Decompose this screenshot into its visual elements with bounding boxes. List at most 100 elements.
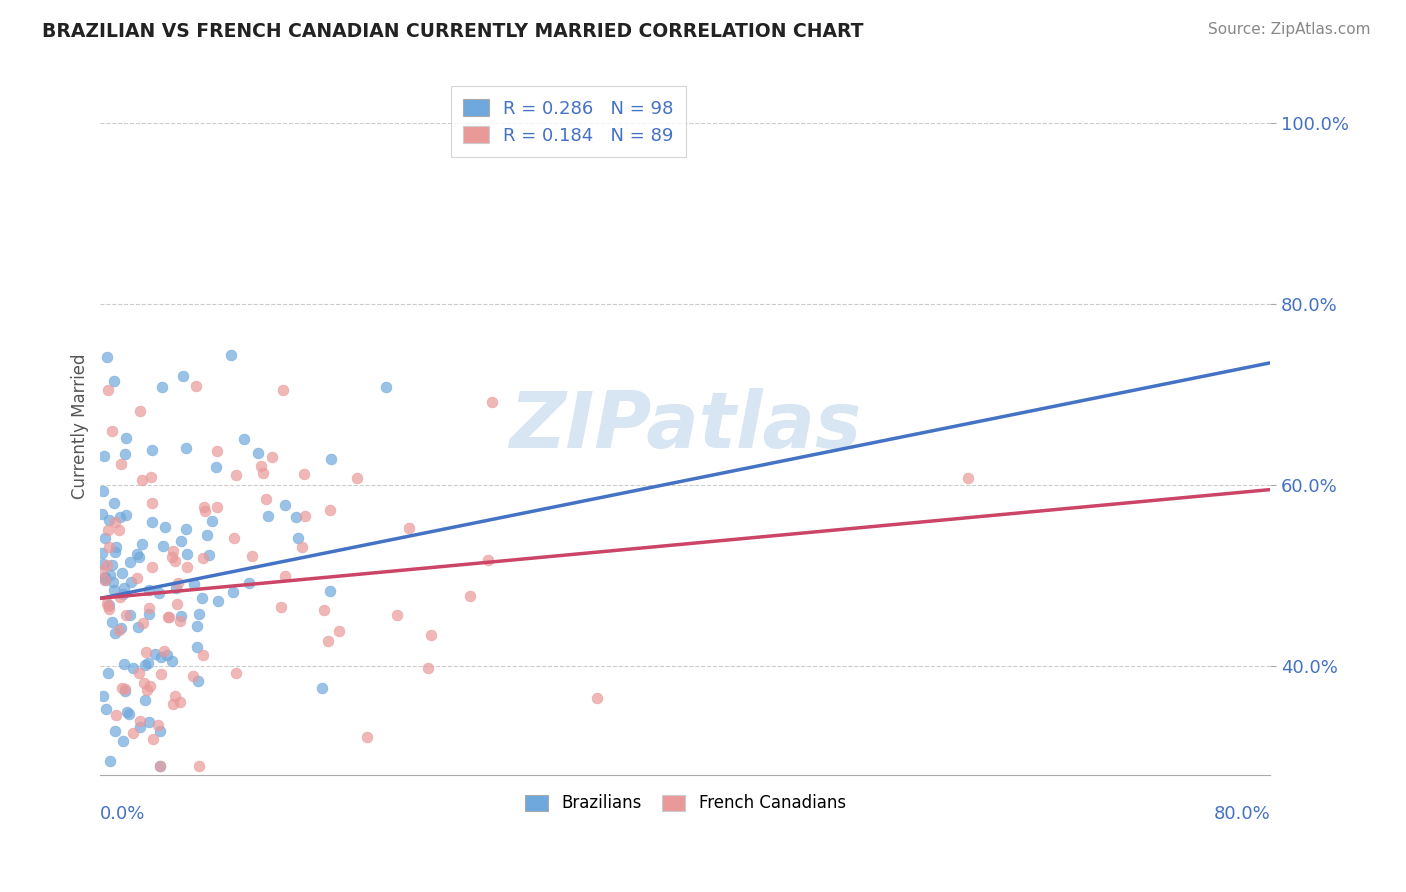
Point [957, 471, 980, 485]
Point [149, 649, 172, 664]
Point [398, 521, 420, 535]
Point [97, 598, 120, 612]
Point [141, 496, 163, 510]
Point [458, 589, 481, 603]
Point [273, 384, 295, 398]
Point [205, 500, 228, 515]
Point [186, 619, 208, 633]
Point [135, 645, 157, 659]
Point [136, 656, 159, 670]
Point [139, 469, 162, 483]
Point [150, 380, 173, 394]
Point [142, 732, 165, 747]
Point [252, 466, 274, 480]
Point [121, 661, 143, 675]
Point [156, 609, 179, 624]
Point [170, 609, 193, 624]
Point [169, 695, 191, 709]
Point [160, 549, 183, 564]
Point [240, 549, 263, 564]
Point [225, 665, 247, 680]
Point [115, 432, 138, 446]
Point [103, 582, 125, 597]
Point [153, 644, 176, 658]
Point [104, 723, 127, 738]
Point [160, 654, 183, 668]
Point [257, 509, 280, 524]
Point [93, 690, 115, 704]
Point [100, 558, 122, 572]
Point [287, 531, 309, 545]
Point [105, 708, 128, 723]
Point [97, 599, 120, 613]
Point [143, 648, 166, 662]
Point [96, 350, 118, 364]
Point [93, 450, 115, 464]
Point [346, 471, 368, 485]
Point [127, 620, 149, 634]
Point [111, 681, 134, 696]
Point [224, 531, 246, 545]
Point [207, 593, 229, 607]
Point [254, 492, 277, 507]
Point [101, 424, 124, 438]
Point [270, 600, 292, 615]
Point [238, 576, 260, 591]
Point [146, 718, 169, 732]
Point [131, 537, 153, 551]
Point [97, 513, 120, 527]
Point [118, 707, 141, 722]
Point [184, 379, 207, 393]
Point [162, 697, 184, 711]
Point [247, 446, 270, 460]
Point [104, 516, 127, 530]
Point [90, 564, 112, 578]
Point [328, 624, 350, 638]
Point [103, 496, 125, 510]
Point [193, 504, 215, 518]
Point [104, 544, 127, 558]
Text: Source: ZipAtlas.com: Source: ZipAtlas.com [1208, 22, 1371, 37]
Point [110, 621, 132, 635]
Point [148, 586, 170, 600]
Point [138, 600, 160, 615]
Point [98, 540, 121, 554]
Point [138, 607, 160, 622]
Point [93, 531, 115, 545]
Point [129, 403, 152, 417]
Point [181, 669, 204, 683]
Legend: Brazilians, French Canadians: Brazilians, French Canadians [519, 788, 852, 819]
Point [374, 380, 396, 394]
Point [120, 607, 142, 622]
Point [138, 679, 160, 693]
Point [96, 702, 118, 716]
Point [186, 640, 208, 654]
Point [114, 608, 136, 623]
Point [312, 603, 335, 617]
Point [311, 681, 333, 695]
Point [176, 547, 198, 561]
Point [385, 607, 408, 622]
Point [274, 568, 297, 582]
Point [97, 523, 120, 537]
Point [98, 568, 121, 582]
Point [104, 626, 127, 640]
Point [420, 628, 443, 642]
Point [94, 573, 117, 587]
Point [120, 574, 142, 589]
Point [183, 577, 205, 591]
Point [166, 597, 188, 611]
Point [207, 443, 229, 458]
Point [108, 623, 131, 637]
Point [187, 759, 209, 773]
Point [94, 571, 117, 585]
Point [416, 660, 439, 674]
Point [138, 714, 160, 729]
Point [114, 684, 136, 698]
Point [187, 607, 209, 621]
Point [149, 759, 172, 773]
Point [101, 575, 124, 590]
Point [319, 452, 342, 467]
Point [135, 682, 157, 697]
Point [90, 507, 112, 521]
